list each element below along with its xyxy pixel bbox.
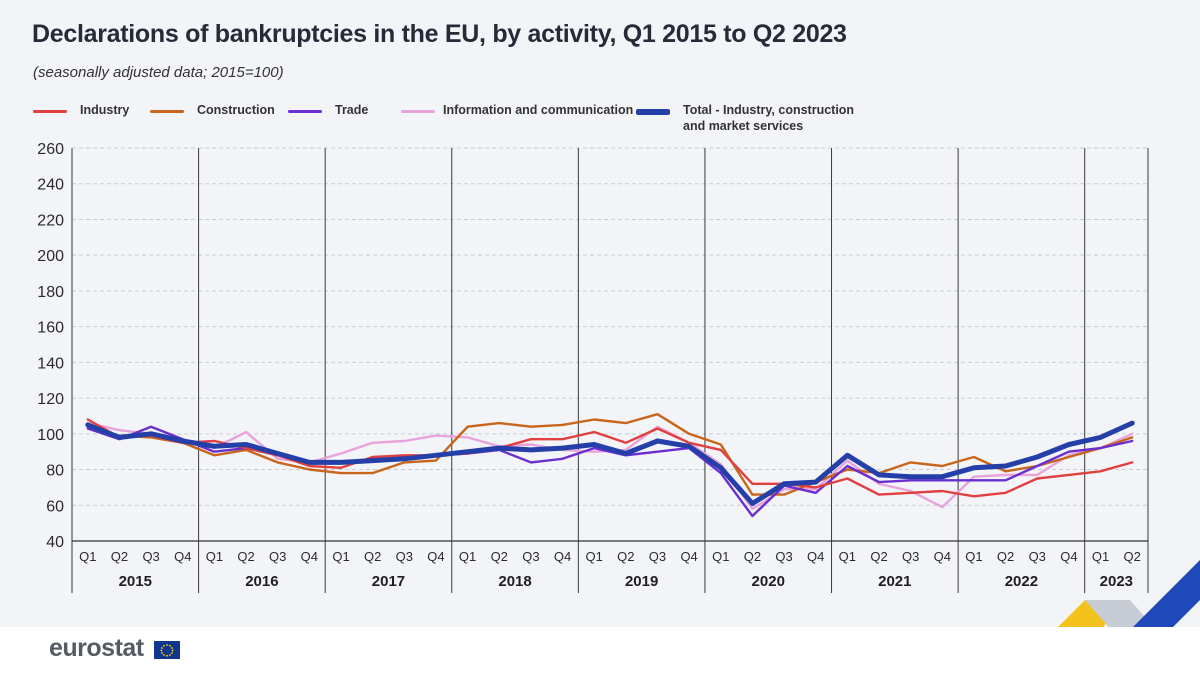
x-tick-label: Q1	[1092, 549, 1109, 564]
x-tick-label: Q4	[1060, 549, 1077, 564]
page-title: Declarations of bankruptcies in the EU, …	[32, 20, 847, 48]
chart-series	[85, 413, 1135, 518]
x-tick-label: Q4	[554, 549, 571, 564]
series-line-trade	[86, 425, 1134, 518]
corner-decoration	[1058, 560, 1200, 627]
legend-swatch-total	[636, 109, 670, 115]
legend-swatch-construction	[150, 110, 184, 113]
y-tick-label: 140	[37, 355, 64, 372]
year-label: 2019	[625, 573, 658, 590]
x-tick-label: Q1	[712, 549, 729, 564]
chart-legend: Industry Construction Trade Information …	[33, 102, 1200, 142]
x-tick-label: Q3	[775, 549, 792, 564]
x-tick-label: Q4	[680, 549, 697, 564]
x-tick-label: Q3	[142, 549, 159, 564]
chart-axes: 40 60 80 100 120 140 160 180 200 220 240 260 Q1 Q2 Q3 Q…	[37, 141, 1148, 590]
x-tick-label: Q2	[364, 549, 381, 564]
year-label: 2018	[498, 573, 531, 590]
y-tick-label: 100	[37, 427, 64, 444]
x-tick-label: Q3	[269, 549, 286, 564]
x-tick-label: Q2	[1124, 549, 1141, 564]
year-label: 2021	[878, 573, 911, 590]
series-line-industry	[86, 418, 1134, 498]
chart-subtitle: (seasonally adjusted data; 2015=100)	[33, 64, 284, 81]
legend-swatch-trade	[288, 110, 322, 113]
eu-flag-icon	[154, 641, 180, 659]
legend-swatch-info	[401, 110, 435, 113]
year-label: 2020	[752, 573, 785, 590]
chart-grid	[71, 147, 1149, 593]
x-tick-label: Q4	[174, 549, 191, 564]
x-tick-label: Q1	[586, 549, 603, 564]
x-tick-label: Q2	[111, 549, 128, 564]
y-tick-label: 60	[46, 498, 64, 515]
footer-bar	[0, 627, 1200, 675]
eurostat-logo: eurostat	[49, 634, 144, 662]
legend-label-industry: Industry	[80, 103, 130, 117]
x-tick-label: Q1	[79, 549, 96, 564]
x-tick-label: Q2	[237, 549, 254, 564]
x-tick-label: Q4	[427, 549, 444, 564]
x-tick-label: Q2	[744, 549, 761, 564]
y-tick-label: 200	[37, 248, 64, 265]
x-tick-label: Q3	[522, 549, 539, 564]
x-tick-label: Q1	[839, 549, 856, 564]
x-tick-label: Q2	[997, 549, 1014, 564]
y-tick-label: 240	[37, 177, 64, 194]
y-tick-label: 260	[37, 141, 64, 158]
y-tick-label: 160	[37, 320, 64, 337]
y-tick-label: 180	[37, 284, 64, 301]
legend-label-trade: Trade	[335, 103, 369, 117]
x-tick-label: Q2	[491, 549, 508, 564]
legend-label-info: Information and communication	[443, 103, 634, 117]
grey-stripe-shape	[1085, 600, 1154, 627]
year-label: 2016	[245, 573, 278, 590]
line-chart: 40 60 80 100 120 140 160 180 200 220 240 260 Q1 Q2 Q3 Q…	[37, 141, 1200, 627]
blue-stripe-shape	[1133, 560, 1200, 627]
x-tick-label: Q1	[206, 549, 223, 564]
year-label: 2022	[1005, 573, 1038, 590]
legend-swatch-industry	[33, 110, 67, 113]
y-tick-label: 220	[37, 212, 64, 229]
x-tick-label: Q3	[902, 549, 919, 564]
year-label: 2017	[372, 573, 405, 590]
x-tick-label: Q3	[1029, 549, 1046, 564]
year-label: 2015	[119, 573, 152, 590]
x-tick-label: Q4	[807, 549, 824, 564]
x-tick-label: Q4	[934, 549, 951, 564]
x-tick-label: Q4	[301, 549, 318, 564]
x-tick-label: Q3	[649, 549, 666, 564]
legend-label-construction: Construction	[197, 103, 275, 117]
x-tick-label: Q2	[617, 549, 634, 564]
series-line-total	[85, 420, 1135, 506]
y-tick-label: 80	[46, 463, 64, 480]
x-tick-label: Q1	[459, 549, 476, 564]
x-tick-label: Q3	[396, 549, 413, 564]
y-tick-label: 120	[37, 391, 64, 408]
year-label: 2023	[1100, 573, 1133, 590]
x-tick-label: Q2	[870, 549, 887, 564]
series-line-construction	[86, 413, 1134, 496]
x-tick-label: Q1	[332, 549, 349, 564]
legend-label-total: Total - Industry, construction and marke…	[683, 103, 855, 133]
x-tick-label: Q1	[965, 549, 982, 564]
y-tick-label: 40	[46, 534, 64, 551]
